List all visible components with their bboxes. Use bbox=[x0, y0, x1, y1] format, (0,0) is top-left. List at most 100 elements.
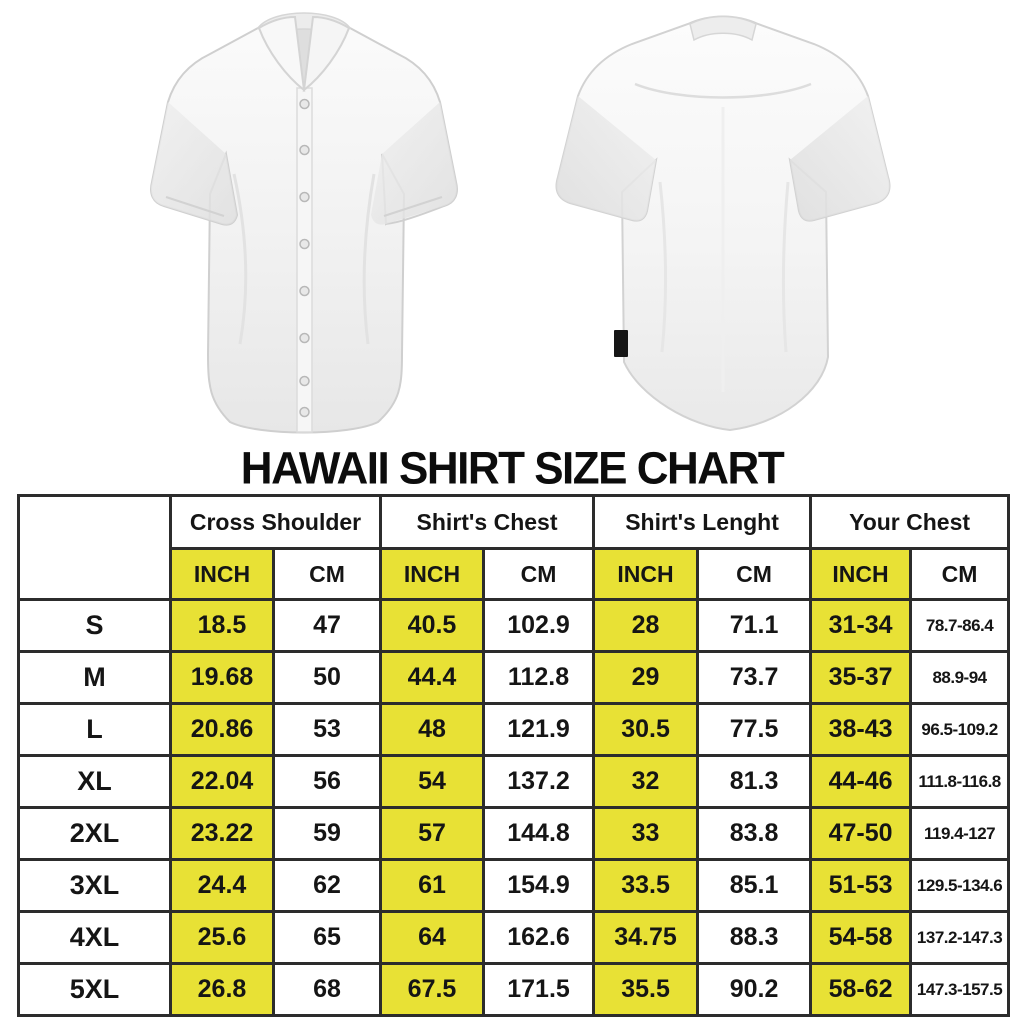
table-header: Cross Shoulder Shirt's Chest Shirt's Lengh… bbox=[17, 494, 1011, 601]
size-value-cell: 90.2 bbox=[696, 962, 813, 1017]
size-value-cell: 73.7 bbox=[696, 650, 813, 705]
size-value-cell: 48 bbox=[379, 702, 486, 757]
table-row: 3XL 24.4 62 61 154.9 33.5 85.1 51-53 129.5-134.6 bbox=[17, 858, 1011, 913]
size-value-cell: 62 bbox=[271, 858, 383, 913]
size-value-cell: 33.5 bbox=[592, 858, 700, 913]
size-value-cell: 44-46 bbox=[809, 754, 913, 809]
size-value-cell: 28 bbox=[592, 598, 700, 653]
size-value-cell: 23.22 bbox=[169, 806, 275, 861]
size-value-cell: 56 bbox=[271, 754, 383, 809]
size-value-cell: 32 bbox=[592, 754, 700, 809]
size-value-cell: 24.4 bbox=[169, 858, 275, 913]
size-row-label: 5XL bbox=[17, 962, 172, 1017]
size-value-cell: 102.9 bbox=[482, 598, 596, 653]
size-value-cell: 31-34 bbox=[809, 598, 913, 653]
size-value-cell: 54 bbox=[379, 754, 486, 809]
size-value-cell: 83.8 bbox=[696, 806, 813, 861]
size-value-cell: 18.5 bbox=[169, 598, 275, 653]
size-value-cell: 44.4 bbox=[379, 650, 486, 705]
size-value-cell: 88.9-94 bbox=[909, 650, 1011, 705]
size-value-cell: 22.04 bbox=[169, 754, 275, 809]
size-value-cell: 137.2-147.3 bbox=[909, 910, 1011, 965]
size-value-cell: 38-43 bbox=[809, 702, 913, 757]
size-value-cell: 144.8 bbox=[482, 806, 596, 861]
unit-header-cm: CM bbox=[271, 547, 383, 601]
size-value-cell: 67.5 bbox=[379, 962, 486, 1017]
table-body: S 18.5 47 40.5 102.9 28 71.1 31-34 78.7-86.4 M 19.… bbox=[17, 598, 1011, 1017]
size-value-cell: 137.2 bbox=[482, 754, 596, 809]
size-value-cell: 19.68 bbox=[169, 650, 275, 705]
unit-header-cm: CM bbox=[482, 547, 596, 601]
size-value-cell: 112.8 bbox=[482, 650, 596, 705]
size-value-cell: 51-53 bbox=[809, 858, 913, 913]
shirt-front-image bbox=[150, 12, 458, 434]
size-value-cell: 53 bbox=[271, 702, 383, 757]
size-value-cell: 81.3 bbox=[696, 754, 813, 809]
size-value-cell: 68 bbox=[271, 962, 383, 1017]
size-value-cell: 129.5-134.6 bbox=[909, 858, 1011, 913]
table-row: S 18.5 47 40.5 102.9 28 71.1 31-34 78.7-86.4 bbox=[17, 598, 1011, 653]
column-group-header: Shirt's Chest bbox=[379, 494, 596, 550]
table-row: 2XL 23.22 59 57 144.8 33 83.8 47-50 119.4-127 bbox=[17, 806, 1011, 861]
size-value-cell: 154.9 bbox=[482, 858, 596, 913]
size-row-label: 2XL bbox=[17, 806, 172, 861]
table-row: XL 22.04 56 54 137.2 32 81.3 44-46 111.8-116.8 bbox=[17, 754, 1011, 809]
size-chart-table: Cross Shoulder Shirt's Chest Shirt's Lengh… bbox=[17, 494, 1011, 1017]
size-value-cell: 50 bbox=[271, 650, 383, 705]
size-value-cell: 119.4-127 bbox=[909, 806, 1011, 861]
shirt-hem-tag bbox=[614, 330, 628, 357]
size-row-label: 3XL bbox=[17, 858, 172, 913]
size-value-cell: 20.86 bbox=[169, 702, 275, 757]
size-value-cell: 25.6 bbox=[169, 910, 275, 965]
unit-header-inch: INCH bbox=[809, 547, 913, 601]
size-value-cell: 147.3-157.5 bbox=[909, 962, 1011, 1017]
size-value-cell: 59 bbox=[271, 806, 383, 861]
size-value-cell: 88.3 bbox=[696, 910, 813, 965]
size-value-cell: 35.5 bbox=[592, 962, 700, 1017]
size-value-cell: 47-50 bbox=[809, 806, 913, 861]
size-value-cell: 77.5 bbox=[696, 702, 813, 757]
size-value-cell: 121.9 bbox=[482, 702, 596, 757]
column-group-header: Your Chest bbox=[809, 494, 1011, 550]
unit-header-inch: INCH bbox=[592, 547, 700, 601]
size-value-cell: 171.5 bbox=[482, 962, 596, 1017]
table-row: 5XL 26.8 68 67.5 171.5 35.5 90.2 58-62 147.3-157… bbox=[17, 962, 1011, 1017]
size-value-cell: 47 bbox=[271, 598, 383, 653]
size-value-cell: 61 bbox=[379, 858, 486, 913]
size-value-cell: 111.8-116.8 bbox=[909, 754, 1011, 809]
unit-header-inch: INCH bbox=[169, 547, 275, 601]
shirt-collar-band bbox=[689, 15, 757, 42]
page-title: HAWAII SHIRT SIZE CHART bbox=[240, 443, 785, 494]
size-value-cell: 54-58 bbox=[809, 910, 913, 965]
table-row: L 20.86 53 48 121.9 30.5 77.5 38-43 96.5-109.2 bbox=[17, 702, 1011, 757]
size-value-cell: 96.5-109.2 bbox=[909, 702, 1011, 757]
size-value-cell: 162.6 bbox=[482, 910, 596, 965]
size-value-cell: 85.1 bbox=[696, 858, 813, 913]
shirt-yoke-seam bbox=[634, 82, 812, 99]
size-value-cell: 29 bbox=[592, 650, 700, 705]
size-value-cell: 78.7-86.4 bbox=[909, 598, 1011, 653]
size-value-cell: 34.75 bbox=[592, 910, 700, 965]
shirt-buttons bbox=[299, 98, 310, 418]
size-row-label: 4XL bbox=[17, 910, 172, 965]
size-value-cell: 58-62 bbox=[809, 962, 913, 1017]
size-value-cell: 65 bbox=[271, 910, 383, 965]
size-value-cell: 64 bbox=[379, 910, 486, 965]
size-value-cell: 57 bbox=[379, 806, 486, 861]
size-column-corner-cell bbox=[17, 494, 172, 601]
unit-header-inch: INCH bbox=[379, 547, 486, 601]
unit-header-cm: CM bbox=[909, 547, 1011, 601]
size-value-cell: 30.5 bbox=[592, 702, 700, 757]
size-value-cell: 35-37 bbox=[809, 650, 913, 705]
size-value-cell: 26.8 bbox=[169, 962, 275, 1017]
size-value-cell: 40.5 bbox=[379, 598, 486, 653]
size-row-label: M bbox=[17, 650, 172, 705]
unit-header-cm: CM bbox=[696, 547, 813, 601]
size-row-label: XL bbox=[17, 754, 172, 809]
size-value-cell: 33 bbox=[592, 806, 700, 861]
shirt-collar-right bbox=[302, 15, 351, 93]
column-group-header: Cross Shoulder bbox=[168, 494, 383, 550]
column-group-header: Shirt's Lenght bbox=[592, 494, 813, 550]
size-row-label: S bbox=[17, 598, 172, 653]
